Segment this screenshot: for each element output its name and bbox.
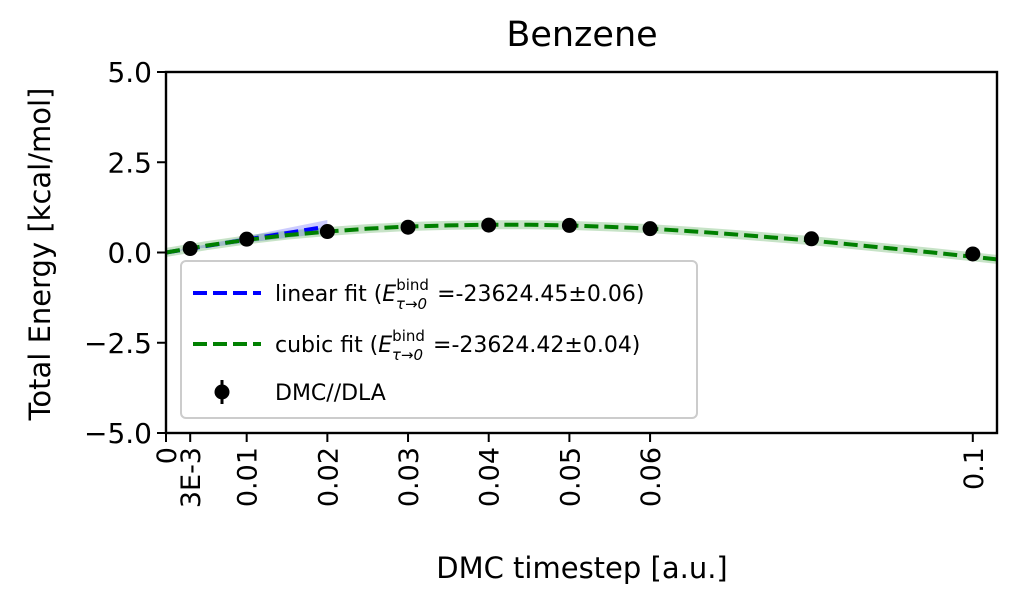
y-tick-label: 0.0 — [107, 237, 152, 270]
chart-title: Benzene — [506, 15, 657, 55]
y-tick-label: −5.0 — [84, 417, 152, 450]
x-tick-label: 0 — [152, 447, 183, 464]
x-tick-label: 0.04 — [475, 447, 506, 507]
y-axis-label: Total Energy [kcal/mol] — [23, 88, 57, 422]
legend-box — [180, 260, 698, 419]
data-point — [965, 246, 981, 262]
legend-label: linear fit (Ebind τ→0 =-23624.45±0.06) — [275, 276, 644, 313]
y-tick-label: 5.0 — [107, 56, 152, 89]
data-point — [642, 221, 658, 237]
legend-point-marker — [214, 384, 230, 400]
data-point — [239, 231, 255, 247]
plot-frame — [164, 70, 999, 435]
x-tick-label: 0.06 — [636, 447, 667, 507]
data-point — [481, 217, 497, 233]
cubic-fit-line — [166, 222, 997, 262]
x-tick-label: 0.1 — [959, 447, 990, 490]
x-axis-label: DMC timestep [a.u.] — [436, 551, 728, 585]
y-tick-label: −2.5 — [84, 327, 152, 360]
x-tick-label: 0.01 — [233, 447, 264, 507]
plot-area — [166, 217, 997, 264]
data-point — [400, 219, 416, 235]
data-point — [803, 231, 819, 247]
legend: linear fit (Ebind τ→0 =-23624.45±0.06) cubi… — [180, 260, 698, 419]
x-tick-label: 3E-3 — [176, 447, 207, 508]
x-tick-label: 0.03 — [394, 447, 425, 507]
x-tick-label: 0.02 — [313, 447, 344, 507]
y-tick-label: 2.5 — [107, 146, 152, 179]
x-tick-label: 0.05 — [555, 447, 586, 507]
data-point — [319, 224, 335, 240]
legend-label: cubic fit (Ebind τ→0 =-23624.42±0.04) — [275, 327, 640, 364]
legend-label: DMC//DLA — [275, 381, 386, 406]
data-point — [561, 217, 577, 233]
data-point — [182, 241, 198, 257]
